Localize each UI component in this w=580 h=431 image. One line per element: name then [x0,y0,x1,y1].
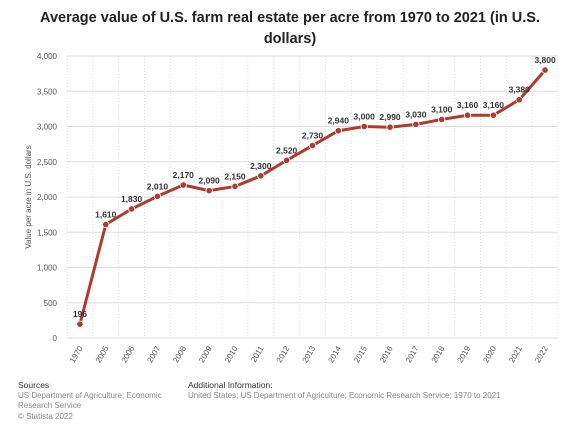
x-tick-label: 2006 [120,344,137,364]
data-label: 1,610 [95,209,117,219]
data-point [128,205,136,213]
chart-series [76,66,549,328]
y-tick-label: 1,500 [37,228,58,237]
additional-info-block: Additional Information: United States; U… [188,380,568,401]
y-tick-label: 4,000 [37,52,58,61]
x-tick-label: 2017 [404,344,421,364]
data-label: 2,010 [147,181,169,191]
x-tick-label: 2013 [301,344,318,364]
x-tick-label: 2018 [430,344,447,364]
y-tick-label: 2,000 [37,193,58,202]
data-label: 2,990 [379,112,401,122]
additional-info-heading: Additional Information: [188,380,273,390]
data-point [308,141,317,150]
y-tick-label: 3,500 [37,87,58,96]
x-tick-label: 2011 [249,344,266,364]
x-tick-label: 2019 [456,344,473,364]
data-label: 2,520 [276,145,298,155]
y-tick-label: 0 [53,334,58,343]
x-tick-label: 2015 [352,344,369,364]
x-tick-label: 2012 [275,344,292,364]
sources-block: Sources US Department of Agriculture; Ec… [18,380,168,422]
data-point [386,123,394,131]
data-point [360,122,368,131]
data-label: 3,160 [483,100,505,110]
data-label: 3,100 [431,104,453,114]
data-label: 3,000 [354,112,376,122]
x-tick-label: 2014 [326,344,343,364]
chart-grid [66,55,559,339]
data-point [76,320,84,328]
data-label: 2,940 [328,116,350,126]
data-point [257,172,265,180]
y-tick-label: 1,000 [37,264,58,273]
y-axis-title: Value per acre in U.S. dollars [24,145,33,248]
data-point [205,187,213,195]
data-label: 3,380 [509,85,531,95]
x-tick-label: 2007 [145,344,162,364]
data-point [231,182,239,191]
sources-heading: Sources [18,380,50,390]
sources-line-1: US Department of Agriculture; Economic [18,390,162,400]
data-point [541,66,549,74]
data-label: 2,730 [302,131,324,141]
data-label: 2,150 [224,171,246,181]
data-point [412,120,420,128]
data-point [334,127,342,135]
x-tick-label: 2016 [378,344,395,364]
data-point [463,111,472,119]
data-point [489,111,497,119]
x-tick-label: 2021 [507,344,524,364]
x-tick-label: 2005 [94,344,111,364]
data-point [102,220,110,229]
data-label: 3,800 [534,55,556,65]
copyright: © Statista 2022 [18,411,73,421]
x-tick-label: 2020 [481,344,498,364]
data-label: 3,030 [405,109,427,119]
data-label: 3,160 [457,100,479,110]
data-label: 2,170 [173,170,195,180]
x-tick-label: 1970 [68,344,85,364]
x-tick-label: 2008 [171,344,188,364]
y-tick-label: 500 [44,299,58,308]
y-tick-label: 2,500 [37,158,58,167]
additional-info-text: United States; US Department of Agricult… [188,390,501,400]
data-point [515,96,523,104]
chart-title: Average value of U.S. farm real estate p… [40,10,540,47]
data-label: 2,090 [198,176,220,186]
data-point [179,181,187,189]
data-point [283,156,291,164]
x-tick-label: 2022 [533,344,550,364]
sources-line-2: Research Service [18,401,82,410]
data-label: 196 [73,309,87,319]
x-tick-label: 2010 [223,344,240,364]
y-axis: 0 500 1,000 1,500 2,000 2,500 3,000 3,500 4,000 V… [24,52,58,343]
data-point [438,115,446,124]
y-tick-label: 3,000 [37,123,58,132]
data-label: 1,830 [121,194,143,204]
x-axis: 1970 2005 2006 2007 2008 2009 2010 2011 2012 2013… [68,344,550,364]
data-point [153,192,162,200]
x-tick-label: 2009 [197,344,214,364]
data-label: 2,300 [250,161,272,171]
